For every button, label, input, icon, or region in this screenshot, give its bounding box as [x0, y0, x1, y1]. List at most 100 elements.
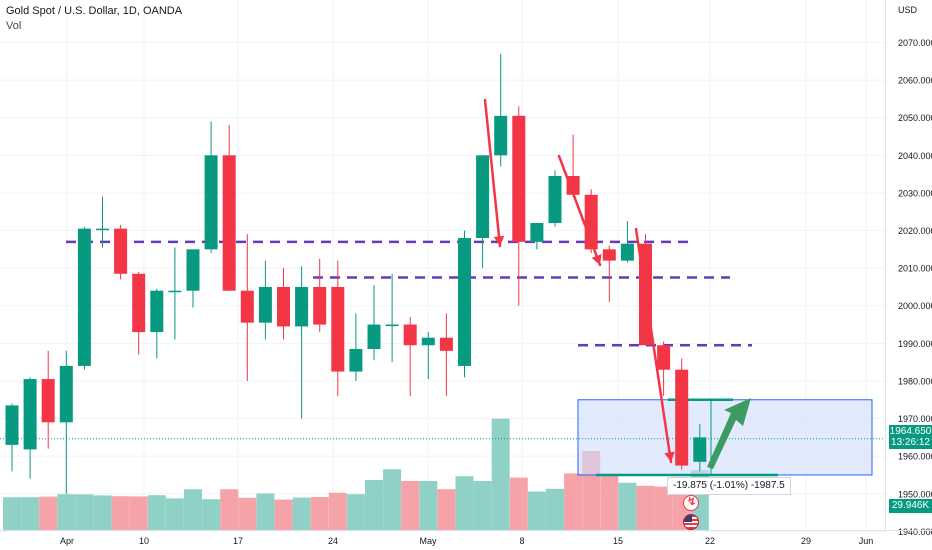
- lightning-icon[interactable]: ↯: [683, 495, 699, 511]
- volume-bar: [383, 469, 402, 530]
- candle-body: [150, 290, 164, 333]
- candles: [5, 53, 707, 494]
- candle-body: [258, 286, 272, 323]
- candle-body: [512, 115, 526, 242]
- candle-body: [132, 273, 146, 333]
- volume-indicator-label[interactable]: Vol: [6, 20, 22, 32]
- time-tick-label: 17: [233, 536, 243, 546]
- candle-body: [657, 345, 671, 370]
- candle-body: [222, 155, 236, 291]
- price-tick-label: 1990.000: [898, 339, 932, 349]
- volume-bar: [509, 477, 528, 530]
- candle-body: [548, 176, 562, 224]
- candle-body: [295, 286, 309, 327]
- time-tick-label: 29: [801, 536, 811, 546]
- us-flag-icon[interactable]: [683, 514, 699, 530]
- volume-bar: [165, 498, 184, 530]
- time-tick-label: May: [419, 536, 437, 546]
- volume-bar: [129, 496, 148, 530]
- symbol-title[interactable]: Gold Spot / U.S. Dollar, 1D, OANDA: [6, 5, 183, 17]
- price-tick-label: 2020.000: [898, 226, 932, 236]
- chart-legend: Gold Spot / U.S. Dollar, 1D, OANDA Vol: [6, 4, 182, 34]
- volume-bar: [111, 496, 130, 530]
- candle-body: [41, 379, 55, 423]
- price-tick-label: 1940.000: [898, 527, 932, 537]
- volume-bar: [491, 418, 510, 530]
- candle-body: [421, 337, 435, 346]
- candle-body: [439, 337, 453, 351]
- candle-body: [277, 286, 290, 327]
- price-axis[interactable]: 2070.000 2060.000 2050.000 2040.000 2030.000…: [885, 0, 932, 537]
- volume-bar: [419, 481, 438, 530]
- candle-body: [186, 249, 200, 291]
- candle-body: [204, 155, 218, 250]
- candle-body: [602, 249, 616, 261]
- volume-bars: [3, 418, 709, 530]
- volume-bar: [473, 481, 492, 530]
- volume-bar: [600, 474, 619, 530]
- time-tick-label: Apr: [60, 536, 74, 546]
- price-tick-label: 2040.000: [898, 151, 932, 161]
- trend-arrows[interactable]: [483, 98, 751, 469]
- time-tick-label: 15: [613, 536, 623, 546]
- time-axis[interactable]: Apr 10 17 24 May 8 15 22 29 Jun: [0, 530, 932, 547]
- candle-body: [23, 379, 37, 450]
- candle-body: [349, 348, 363, 372]
- price-tick-label: 2070.000: [898, 38, 932, 48]
- trend-arrow: [557, 154, 602, 267]
- volume-bar: [256, 493, 275, 530]
- candle-body: [403, 324, 417, 346]
- price-tick-label: 1960.000: [898, 452, 932, 462]
- arrow-head: [493, 235, 505, 246]
- volume-bar: [455, 476, 474, 530]
- candle-body: [530, 223, 544, 242]
- volume-bar: [618, 482, 637, 530]
- volume-bar: [437, 489, 456, 530]
- volume-bar: [310, 497, 329, 530]
- candle-body: [331, 286, 345, 372]
- trend-arrow: [483, 98, 502, 248]
- candle-body: [77, 228, 91, 366]
- candle-body: [114, 228, 128, 274]
- candle-body: [476, 155, 490, 239]
- volume-tag: 29.946K: [889, 499, 932, 513]
- candle-body: [494, 115, 508, 156]
- volume-bar: [564, 473, 583, 530]
- candle-body: [96, 228, 109, 231]
- candle-body: [458, 238, 471, 366]
- volume-bar: [21, 497, 40, 530]
- volume-bar: [75, 494, 94, 530]
- volume-bar: [346, 494, 365, 530]
- volume-bar: [93, 495, 112, 530]
- currency-label: USD: [898, 5, 918, 15]
- candle-body: [5, 405, 19, 445]
- volume-bar: [636, 485, 655, 530]
- price-tick-label: 2000.000: [898, 301, 932, 311]
- price-tick-label: 1980.000: [898, 376, 932, 386]
- candle-body: [385, 324, 399, 327]
- measure-label: -19.875 (-1.01%) -1987.5: [667, 477, 791, 495]
- volume-bar: [202, 499, 221, 530]
- candle-body: [367, 324, 381, 349]
- last-price-value: 1964.650: [889, 426, 932, 437]
- arrow-head: [591, 254, 602, 265]
- target-arrow: [707, 398, 751, 469]
- candle-body: [240, 290, 254, 323]
- volume-bar: [57, 494, 76, 530]
- volume-bar: [274, 499, 293, 530]
- volume-bar: [546, 488, 564, 530]
- time-tick-label: 22: [705, 536, 715, 546]
- volume-bar: [147, 495, 166, 530]
- candle-body: [620, 243, 634, 261]
- price-tick-label: 2030.000: [898, 188, 932, 198]
- volume-bar: [365, 480, 383, 530]
- trend-arrow: [634, 227, 673, 464]
- candle-body: [675, 369, 689, 466]
- candle-body: [59, 365, 73, 423]
- price-tick-label: 2010.000: [898, 264, 932, 274]
- candle-body: [168, 290, 182, 293]
- bar-countdown: 13:26:12: [891, 437, 930, 448]
- volume-bar: [654, 486, 673, 530]
